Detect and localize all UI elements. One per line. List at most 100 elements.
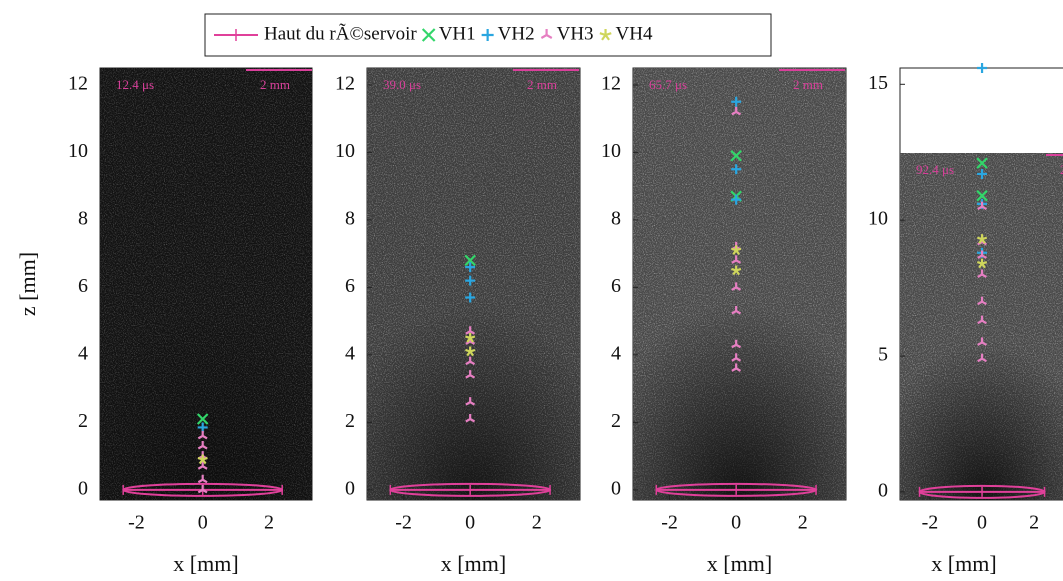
- point: [731, 96, 742, 107]
- time-label: 12.4 μs: [116, 77, 154, 92]
- image-plume: [900, 274, 1063, 500]
- legend-marker: [599, 29, 612, 41]
- point: [465, 262, 476, 273]
- x-tick-label: 0: [731, 512, 741, 534]
- legend-label: VH4: [616, 23, 653, 44]
- point: [731, 353, 742, 362]
- point: [731, 306, 742, 315]
- y-tick-label: 0: [345, 477, 355, 499]
- x-axis-label: x [mm]: [441, 551, 506, 576]
- legend-marker: [421, 28, 436, 42]
- y-tick-label: 12: [68, 72, 88, 94]
- time-label: 39.0 μs: [383, 77, 421, 92]
- point: [197, 422, 208, 433]
- point: [977, 337, 987, 346]
- y-tick-label: 10: [335, 140, 355, 162]
- point: [465, 370, 476, 379]
- y-tick-label: 4: [345, 342, 355, 364]
- x-axis-label: x [mm]: [931, 551, 996, 576]
- y-tick-label: 0: [611, 477, 621, 499]
- point: [976, 234, 988, 244]
- point: [197, 454, 208, 465]
- point: [731, 164, 742, 175]
- point: [196, 413, 209, 425]
- y-tick-label: 15: [868, 72, 888, 94]
- y-tick-label: 10: [601, 140, 621, 162]
- y-tick-label: 5: [878, 344, 888, 366]
- y-tick-label: 2: [345, 410, 355, 432]
- y-tick-label: 2: [78, 410, 88, 432]
- panel: 0 2 4 6 8 10 12 -2 0 2 x [mm] 65.7 μs 2 mm: [601, 67, 847, 576]
- legend: Haut du rÃ©servoir VH1 VH2 VH3 VH4: [214, 22, 653, 44]
- point: [197, 484, 208, 494]
- y-tick-label: 10: [868, 208, 888, 230]
- point: [465, 397, 476, 406]
- point: [465, 292, 476, 303]
- image-plume: [367, 219, 580, 500]
- point: [731, 255, 742, 264]
- point: [977, 63, 988, 73]
- point: [197, 461, 208, 470]
- scale-label: 2 mm: [260, 77, 290, 92]
- panels: 0 2 4 6 8 10 12 -2 0 2 x [mm] z [mm] 12.4 μs 2 mm 0 2 4 6…: [15, 63, 1063, 576]
- x-tick-label: 2: [1029, 512, 1039, 534]
- point: [465, 356, 476, 366]
- panel: 0 2 4 6 8 10 12 -2 0 2 x [mm] 39.0 μs 2 mm: [335, 67, 581, 576]
- y-tick-label: 8: [345, 207, 355, 229]
- scale-label: 2 mm: [527, 77, 557, 92]
- y-tick-label: 4: [78, 342, 88, 364]
- legend-label: VH3: [557, 23, 594, 44]
- legend-marker: [540, 29, 553, 39]
- point: [730, 149, 742, 162]
- image-plume: [100, 219, 312, 500]
- point: [977, 296, 987, 306]
- point: [731, 282, 742, 291]
- y-axis-label: z [mm]: [15, 252, 40, 316]
- point: [465, 326, 476, 335]
- y-tick-label: 2: [611, 410, 621, 432]
- point: [731, 265, 742, 276]
- point: [731, 106, 742, 116]
- point: [731, 339, 742, 349]
- y-tick-label: 8: [78, 207, 88, 229]
- x-axis-label: x [mm]: [173, 551, 238, 576]
- x-tick-label: -2: [922, 512, 939, 534]
- legend-marker: [481, 29, 494, 41]
- x-tick-label: 0: [198, 512, 208, 534]
- y-tick-label: 6: [345, 275, 355, 297]
- x-tick-label: -2: [395, 512, 412, 534]
- point: [731, 245, 742, 255]
- x-axis-label: x [mm]: [707, 551, 772, 576]
- y-tick-label: 12: [601, 72, 621, 94]
- y-tick-label: 6: [611, 275, 621, 297]
- point: [976, 258, 988, 269]
- point: [197, 430, 208, 440]
- y-tick-label: 10: [68, 140, 88, 162]
- point: [465, 346, 476, 357]
- point: [977, 353, 987, 363]
- point: [977, 315, 987, 325]
- panel: 0 2 4 6 8 10 12 -2 0 2 x [mm] z [mm] 12.4 μs 2 mm: [15, 67, 313, 576]
- legend-label: VH2: [498, 23, 535, 44]
- y-tick-label: 8: [611, 207, 621, 229]
- y-tick-label: 0: [878, 479, 888, 501]
- scale-label: 2 mm: [793, 77, 823, 92]
- x-tick-label: 2: [264, 512, 274, 534]
- time-label: 92.4 μs: [916, 162, 954, 177]
- y-tick-label: 6: [78, 275, 88, 297]
- legend-label: VH1: [439, 23, 476, 44]
- point: [976, 189, 988, 202]
- point: [465, 275, 476, 286]
- y-tick-label: 0: [78, 477, 88, 499]
- point: [197, 474, 208, 484]
- x-tick-label: 2: [532, 512, 542, 534]
- point: [465, 414, 476, 423]
- x-tick-label: -2: [128, 512, 145, 534]
- point: [977, 250, 987, 259]
- y-tick-label: 12: [335, 72, 355, 94]
- point: [465, 333, 476, 343]
- y-tick-label: 4: [611, 342, 621, 364]
- x-tick-label: -2: [661, 512, 678, 534]
- point: [731, 363, 742, 372]
